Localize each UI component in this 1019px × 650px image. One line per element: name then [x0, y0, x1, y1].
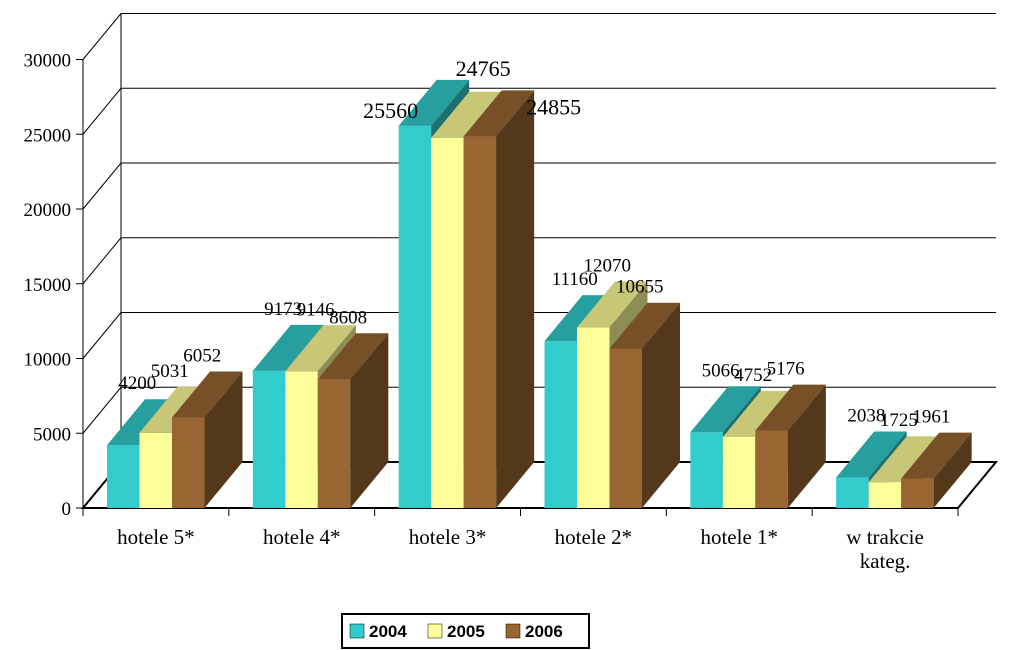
- bar-front: [609, 348, 642, 508]
- data-label: 10655: [616, 277, 664, 298]
- x-tick-label: hotele 1*: [700, 525, 778, 549]
- legend-box: [341, 613, 590, 649]
- data-label: 5031: [151, 361, 189, 382]
- gridline: [82, 87, 996, 135]
- bar-side: [204, 371, 243, 508]
- bar-front: [431, 137, 464, 508]
- y-tick-label: 0: [62, 499, 72, 520]
- legend-swatch: [505, 623, 521, 639]
- y-tick-label: 15000: [24, 275, 72, 296]
- data-label: 11160: [552, 269, 598, 290]
- bar-top: [755, 384, 826, 431]
- data-label: 2038: [847, 406, 885, 427]
- x-tick-label: hotele 2*: [555, 525, 633, 549]
- data-label: 24765: [456, 56, 511, 81]
- bars: [107, 79, 972, 509]
- bar-top: [463, 90, 535, 137]
- bar-front: [690, 432, 723, 508]
- axes: 0 5000 10000 15000 20000 25000 30000 hotele 5* h…: [24, 51, 959, 573]
- data-label: 9173: [264, 299, 302, 320]
- data-label: 4200: [118, 373, 156, 394]
- bar: [463, 90, 535, 508]
- bar-side: [350, 333, 389, 508]
- bar-front: [463, 136, 497, 508]
- bar-front: [398, 125, 432, 509]
- legend-label: 2006: [525, 622, 563, 641]
- bar-top: [868, 436, 940, 483]
- data-label: 1961: [912, 407, 950, 428]
- legend: 2004 2005 2006: [341, 613, 590, 649]
- bar-front: [836, 477, 869, 508]
- bar-top: [836, 431, 907, 478]
- bar-side: [787, 384, 826, 508]
- bar-top: [431, 91, 502, 138]
- x-tick-label: hotele 5*: [117, 525, 195, 549]
- bar-front: [755, 430, 788, 508]
- bar-top: [252, 324, 324, 371]
- bar-front: [285, 371, 318, 508]
- y-tick-label: 10000: [24, 350, 72, 371]
- gridline: [82, 13, 996, 60]
- bar-front: [868, 482, 902, 508]
- legend-swatch: [349, 623, 365, 639]
- bar-top: [577, 281, 648, 328]
- y-tick-label: 30000: [24, 51, 72, 72]
- bar-front: [317, 379, 351, 508]
- bar: [901, 432, 972, 508]
- data-label: 5066: [702, 360, 740, 381]
- bar: [317, 333, 389, 508]
- bar-front: [577, 327, 610, 508]
- data-label: 12070: [584, 256, 632, 277]
- data-label: 6052: [183, 346, 221, 367]
- data-label: 9146: [297, 299, 335, 320]
- bar-top: [722, 390, 794, 437]
- gridline: [82, 162, 996, 210]
- data-label: 4752: [734, 365, 772, 386]
- data-label: 25560: [363, 98, 418, 123]
- y-tick-label: 5000: [33, 424, 71, 445]
- bar-top: [398, 79, 470, 126]
- x-tick-label: hotele 3*: [409, 525, 487, 549]
- gridlines: [82, 13, 996, 434]
- gridline: [82, 312, 996, 359]
- bar-top: [609, 302, 680, 349]
- bar-top: [285, 325, 356, 372]
- bar: [609, 302, 680, 508]
- legend-label: 2004: [369, 622, 407, 641]
- bar-front: [139, 432, 172, 508]
- bar-side: [642, 302, 680, 508]
- bar-top: [690, 386, 761, 433]
- bar-top: [172, 371, 243, 418]
- y-tick-label: 25000: [24, 125, 72, 146]
- bar-front: [172, 417, 205, 508]
- bar: [172, 371, 243, 508]
- bar-front: [252, 370, 286, 508]
- bar-front: [722, 436, 756, 508]
- x-tick-label: w trakcie kateg.: [846, 525, 924, 573]
- bar-side: [496, 90, 535, 508]
- data-labels: 4200 9173 25560 11160 5066 2038 5031 9146 24765 1…: [118, 56, 950, 431]
- gridline: [82, 237, 996, 285]
- gridline: [82, 386, 996, 434]
- legend-label: 2005: [447, 622, 485, 641]
- data-label: 5176: [767, 359, 805, 380]
- data-label: 24855: [526, 94, 581, 119]
- bar-top: [901, 432, 972, 479]
- bar-side: [933, 432, 972, 508]
- bar-front: [901, 478, 934, 508]
- bar: [755, 384, 826, 508]
- data-label: 1725: [880, 410, 918, 431]
- bar-front: [107, 445, 140, 508]
- bar-front: [544, 341, 577, 508]
- y-tick-label: 20000: [24, 200, 72, 221]
- legend-swatch: [427, 623, 443, 639]
- data-label: 8608: [329, 307, 367, 328]
- x-tick-label: hotele 4*: [263, 525, 341, 549]
- bar-top: [317, 333, 389, 380]
